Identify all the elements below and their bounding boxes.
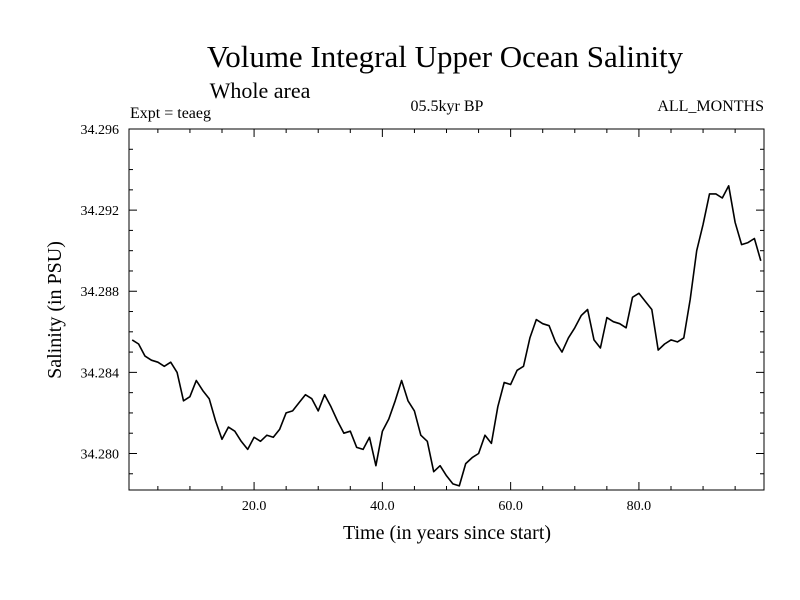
x-tick-label: 20.0	[242, 499, 267, 514]
y-axis-label: Salinity (in PSU)	[44, 241, 66, 379]
y-axis: 34.280 34.284 34.288 34.292 34.296	[81, 123, 764, 475]
y-tick-label: 34.288	[81, 285, 120, 300]
salinity-series-line	[131, 185, 762, 487]
chart-title: Volume Integral Upper Ocean Salinity	[207, 39, 684, 74]
x-tick-label: 80.0	[627, 499, 652, 514]
experiment-label: Expt = teaeg	[130, 105, 211, 122]
chart-subtitle: Whole area	[210, 78, 311, 103]
x-tick-label: 40.0	[370, 499, 395, 514]
y-tick-label: 34.292	[81, 204, 120, 219]
x-tick-label: 60.0	[498, 499, 523, 514]
y-tick-label: 34.296	[81, 123, 120, 138]
x-axis: 20.0 40.0 60.0 80.0	[157, 129, 736, 514]
x-axis-label: Time (in years since start)	[343, 522, 551, 544]
y-tick-label: 34.284	[81, 366, 120, 381]
period-label: 05.5kyr BP	[411, 98, 484, 115]
y-tick-label: 34.280	[81, 447, 120, 462]
months-label: ALL_MONTHS	[657, 98, 764, 115]
